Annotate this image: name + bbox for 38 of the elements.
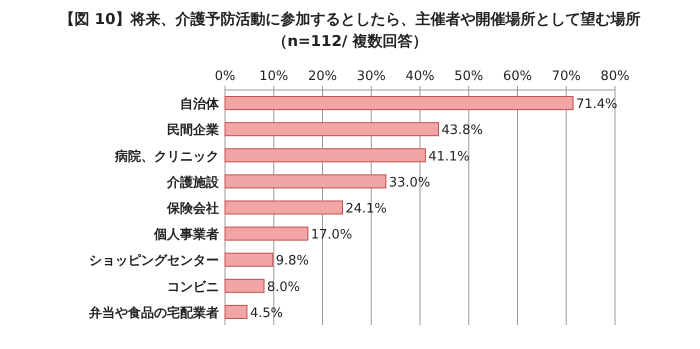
data-label: 33.0% [388,175,430,190]
y-tick-label: 保険会社 [166,200,219,216]
x-tick-label: 20% [308,69,337,84]
y-tick-label: 個人事業者 [153,228,219,243]
x-tick-label: 50% [454,69,484,84]
data-label: 43.8% [442,123,483,138]
x-tick-label: 30% [356,69,386,84]
x-tick-label: 70% [552,69,581,84]
x-tick-label: 60% [503,69,532,84]
bar [224,122,440,136]
bar [224,252,274,267]
bar [224,226,308,241]
bar [224,148,426,162]
y-tick-label: ショッピングセンター [89,254,219,269]
x-tick-label: 80% [600,69,630,84]
chart-subtitle: （n=112/ 複数回答） [272,32,428,50]
y-tick-label: 民間企業 [167,123,219,138]
data-label: 41.1% [428,149,470,164]
data-label: 71.4% [576,97,618,112]
bar [224,174,386,188]
x-tick-label: 10% [259,69,288,84]
x-tick-label: 40% [406,69,434,84]
y-tick-label: 弁当や食品の宅配業者 [88,304,219,321]
bar [224,200,343,215]
bar [224,304,248,319]
y-tick-label: コンビニ [167,280,219,295]
y-tick-label: 介護施設 [166,174,220,190]
bar [224,96,574,110]
data-label: 24.1% [345,202,387,216]
data-label: 9.8% [276,254,309,269]
chart-title: 【図 10】将来、介護予防活動に参加するとしたら、主催者や開催場所として望む場所 [59,10,641,28]
bar [224,278,264,293]
y-tick-label: 自治体 [180,96,220,112]
x-tick-label: 0% [214,69,236,84]
data-label: 8.0% [267,280,300,295]
data-label: 17.0% [310,228,352,243]
data-label: 4.5% [250,306,283,321]
y-tick-label: 病院、クリニック [114,148,219,164]
